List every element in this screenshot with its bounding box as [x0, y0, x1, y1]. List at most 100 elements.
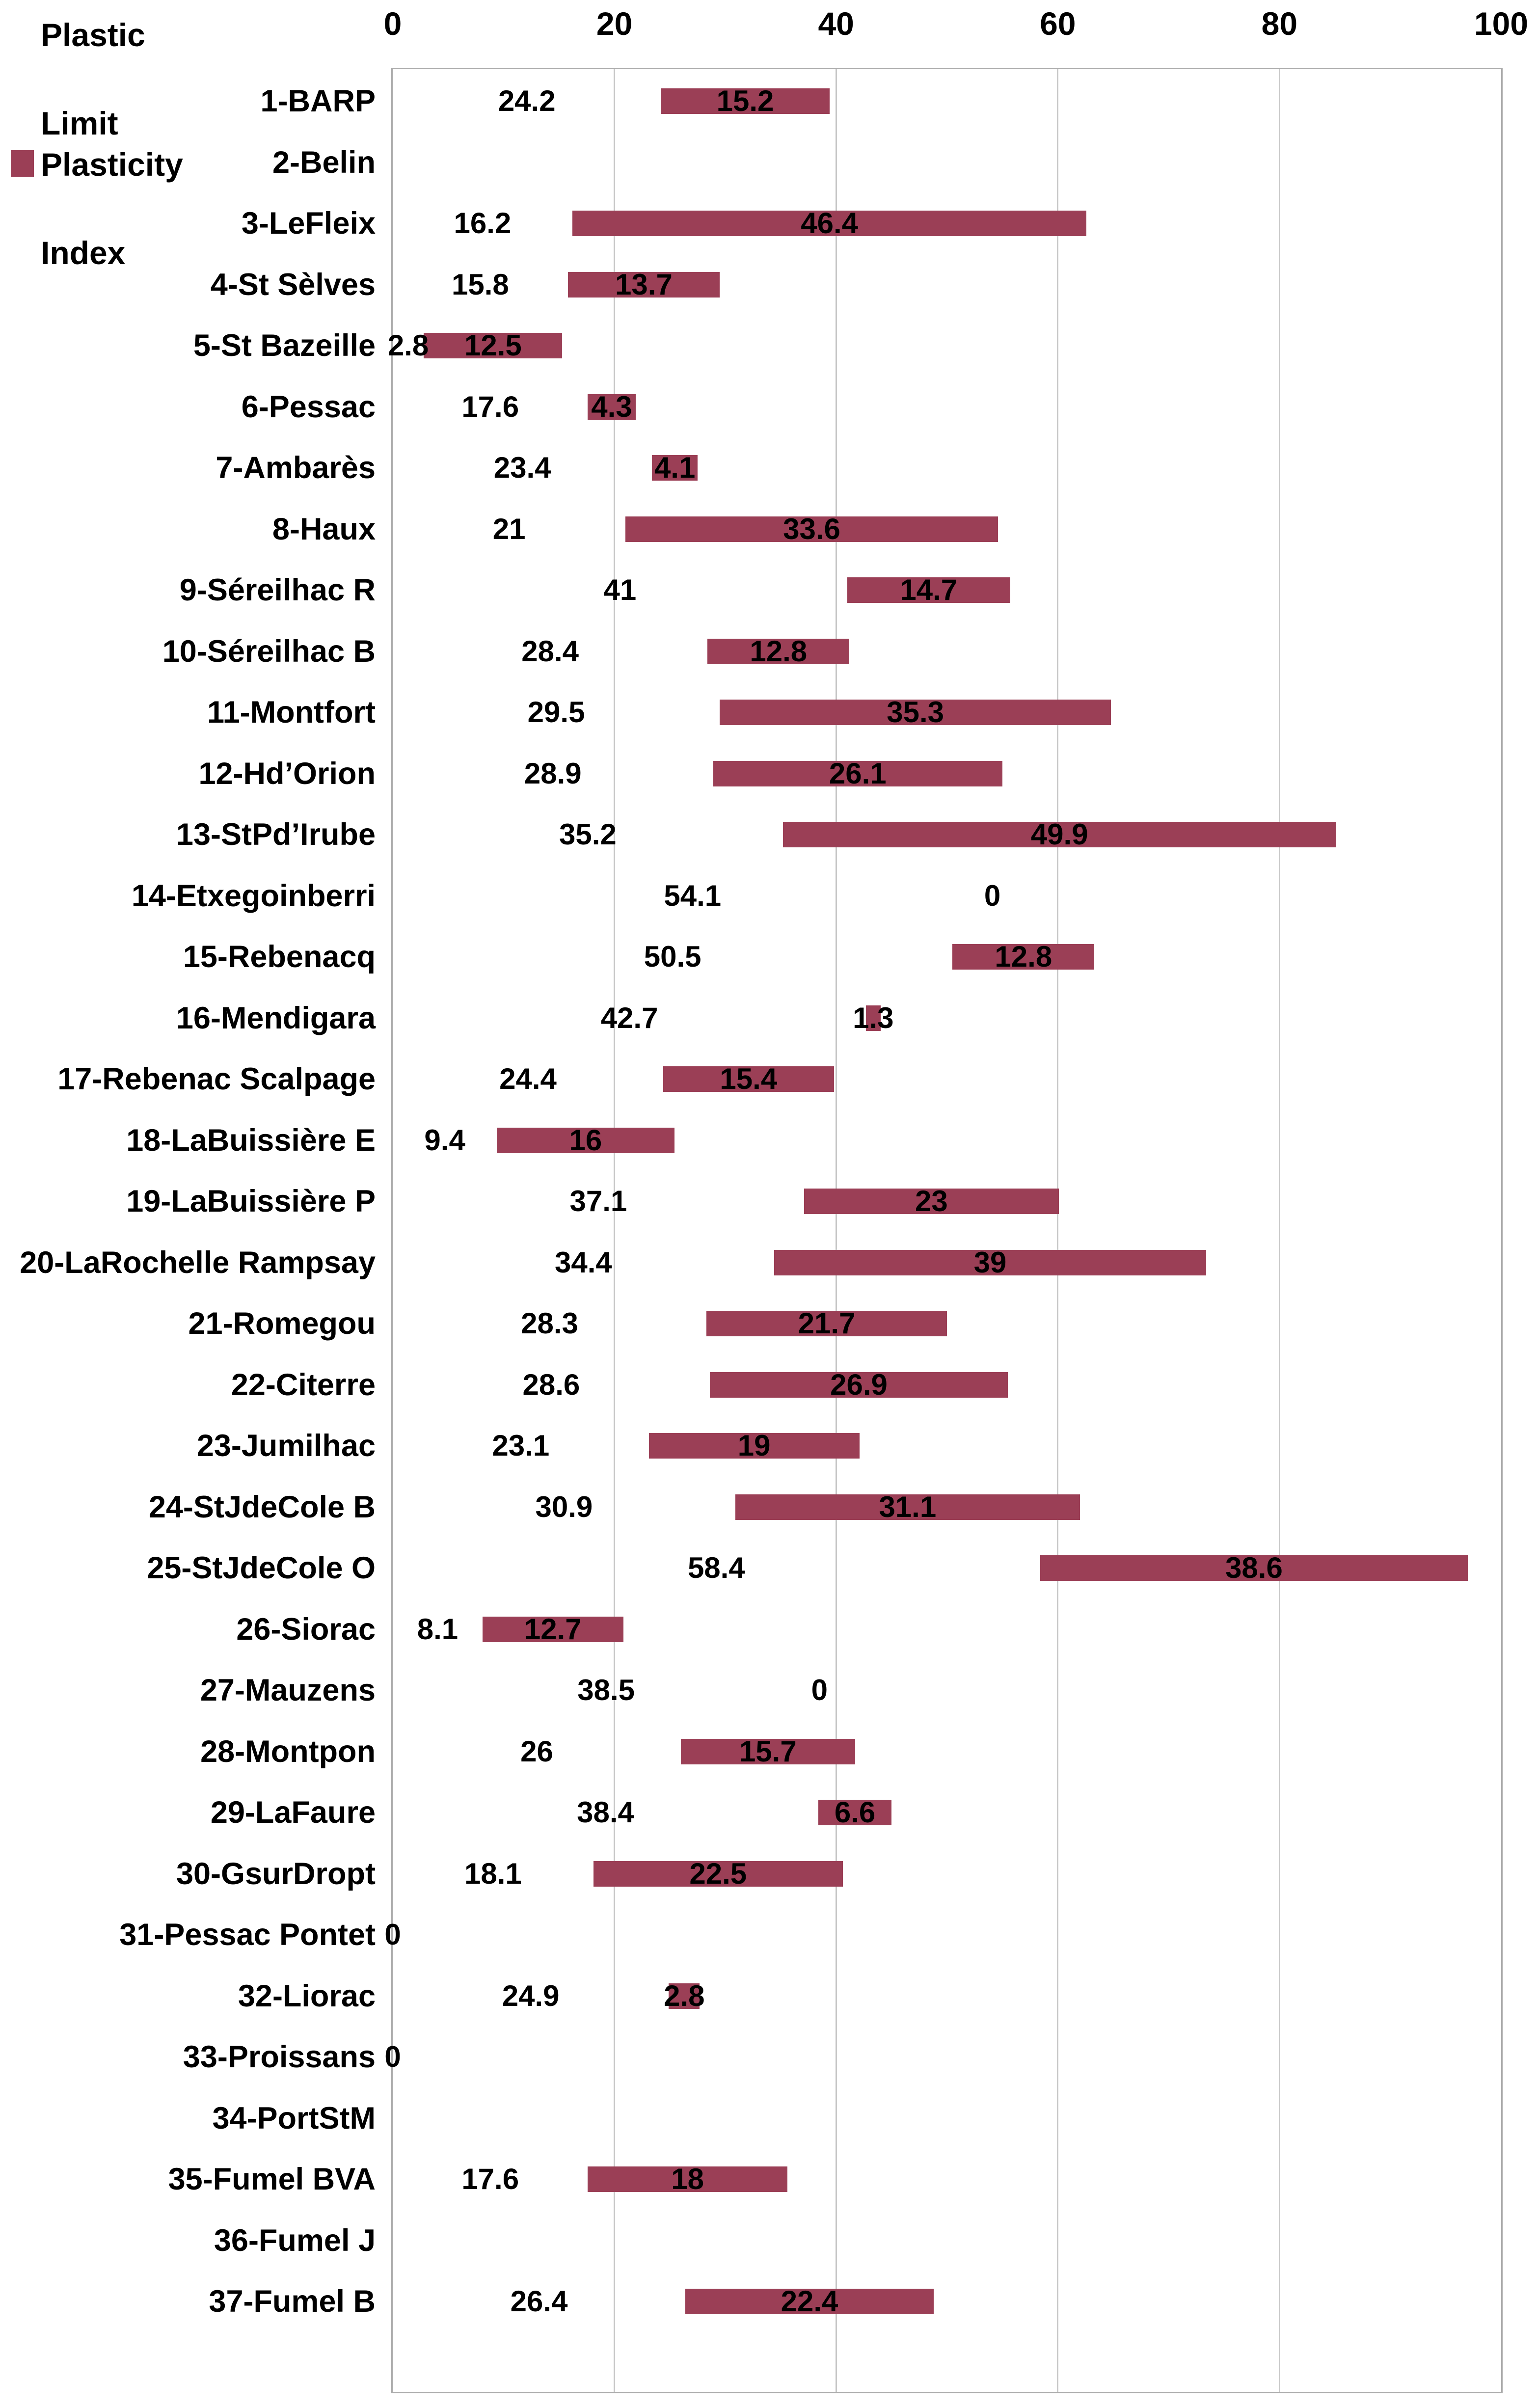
category-label: 6-Pessac [241, 389, 376, 424]
plasticity-index-bar [720, 700, 1111, 726]
plastic-limit-value-label: 16.2 [454, 207, 512, 240]
plasticity-index-value-label: 18 [671, 2163, 704, 2196]
x-tick-label-0: 0 [383, 5, 402, 42]
plasticity-index-value-label: 13.7 [615, 268, 673, 301]
plasticity-index-bar [652, 455, 698, 481]
category-label: 15-Rebenacq [183, 940, 376, 974]
plasticity-index-bar [482, 1616, 623, 1642]
category-label: 23-Jumilhac [196, 1429, 376, 1463]
plastic-limit-value-label: 23.1 [492, 1429, 550, 1462]
plastic-limit-value-label: 54.1 [664, 879, 722, 912]
plastic-limit-value-label: 18.1 [464, 1857, 522, 1890]
plasticity-index-value-label: 16 [569, 1123, 602, 1157]
plasticity-index-bar [735, 1494, 1080, 1520]
plastic-limit-value-label: 23.4 [493, 451, 551, 485]
plastic-limit-value-label: 34.4 [554, 1245, 612, 1279]
category-label: 31-Pessac Pontet [119, 1918, 376, 1952]
plasticity-index-swatch [11, 150, 34, 177]
plasticity-index-value-label: 26.9 [830, 1368, 888, 1401]
plasticity-index-bar [782, 822, 1336, 848]
plasticity-index-bar [685, 2289, 934, 2315]
plasticity-index-bar [593, 1861, 843, 1887]
plasticity-index-bar [567, 271, 720, 298]
category-label: 27-Mauzens [200, 1673, 376, 1708]
x-tick-label-20: 20 [596, 5, 633, 42]
plasticity-index-value-label: 15.4 [720, 1062, 778, 1096]
plastic-limit-value-label: 37.1 [569, 1185, 627, 1218]
category-label: 18-LaBuissière E [126, 1123, 376, 1158]
category-label: 22-Citerre [231, 1367, 376, 1402]
plastic-limit-value-label: 17.6 [461, 390, 519, 423]
category-label: 14-Etxegoinberri [131, 878, 376, 913]
plastic-limit-value-label: 17.6 [461, 2163, 519, 2196]
category-label: 34-PortStM [212, 2101, 376, 2136]
plastic-limit-value-label: 58.4 [687, 1551, 745, 1585]
plastic-limit-value-label: 30.9 [535, 1490, 593, 1523]
plastic-limit-value-label: 50.5 [644, 940, 701, 974]
plasticity-index-bar [625, 516, 998, 542]
category-label: 11-Montfort [207, 695, 376, 730]
category-label: 2-Belin [272, 145, 376, 180]
plasticity-index-value-label: 12.8 [995, 940, 1052, 974]
plasticity-index-value-label: 15.7 [739, 1734, 797, 1768]
category-label: 13-StPd’Irube [176, 817, 376, 852]
category-label: 1-BARP [260, 84, 376, 119]
plastic-limit-value-label: 42.7 [600, 1001, 658, 1034]
plastic-limit-value-label: 24.2 [498, 84, 556, 118]
category-label: 30-GsurDropt [176, 1856, 376, 1891]
plasticity-index-bar [709, 1372, 1008, 1398]
category-label: 35-Fumel BVA [168, 2162, 376, 2197]
category-label: 28-Montpon [200, 1734, 376, 1769]
plasticity-index-value-label: 0 [811, 1674, 828, 1707]
plasticity-index-bar [952, 944, 1095, 970]
plasticity-index-bar [661, 88, 830, 114]
plasticity-index-value-label: 26.1 [829, 757, 887, 790]
category-label: 25-StJdeCole O [147, 1551, 376, 1586]
plasticity-index-bar [1040, 1555, 1468, 1581]
plasticity-index-value-label: 14.7 [900, 573, 958, 607]
plasticity-index-bar [713, 760, 1002, 786]
plastic-limit-value-label: 29.5 [527, 696, 585, 729]
category-label: 8-Haux [272, 512, 376, 546]
category-label: 9-Séreilhac R [179, 573, 376, 608]
plastic-limit-value-label: 41 [603, 573, 637, 607]
gridline-40 [835, 69, 837, 2392]
plastic-limit-value-label: 26 [520, 1734, 553, 1768]
x-tick-label-60: 60 [1040, 5, 1076, 42]
plasticity-index-value-label: 21.7 [798, 1307, 856, 1340]
plasticity-index-value-label: 15.2 [716, 84, 774, 118]
plot-area [391, 68, 1503, 2393]
plastic-limit-value-label: 0 [384, 1918, 401, 1951]
category-label: 7-Ambarès [216, 451, 376, 486]
category-label: 4-St Sèlves [210, 267, 376, 302]
gridline-20 [614, 69, 616, 2392]
plasticity-index-bar [588, 2166, 787, 2192]
category-label: 10-Séreilhac B [162, 634, 376, 669]
legend-label-plastic-limit: Plastic Limit [41, 17, 145, 141]
plasticity-index-bar [572, 211, 1087, 237]
plasticity-index-bar [804, 1189, 1059, 1215]
plasticity-index-bar [588, 394, 636, 420]
plasticity-index-bar [648, 1433, 860, 1459]
plasticity-index-bar [706, 1311, 947, 1337]
category-label: 36-Fumel J [214, 2223, 376, 2258]
plasticity-index-value-label: 4.1 [654, 451, 696, 485]
plasticity-index-value-label: 6.6 [834, 1796, 876, 1829]
plasticity-index-bar [847, 577, 1010, 603]
plasticity-index-value-label: 22.4 [781, 2285, 838, 2318]
plastic-limit-value-label: 38.4 [577, 1796, 634, 1829]
category-label: 12-Hd’Orion [198, 756, 376, 791]
plastic-limit-value-label: 28.9 [524, 757, 582, 790]
plasticity-index-value-label: 12.8 [750, 634, 808, 668]
plasticity-index-bar [424, 333, 563, 359]
plastic-limit-value-label: 28.4 [521, 634, 579, 668]
plasticity-index-value-label: 35.3 [887, 696, 944, 729]
category-label: 19-LaBuissière P [126, 1184, 376, 1219]
plasticity-index-bar [681, 1738, 855, 1764]
x-tick-label-40: 40 [818, 5, 854, 42]
category-label: 29-LaFaure [210, 1795, 376, 1830]
plastic-limit-value-label: 2.8 [387, 329, 429, 362]
plasticity-index-bar [866, 1005, 881, 1031]
plastic-limit-value-label: 24.4 [499, 1062, 557, 1096]
plastic-limit-value-label: 26.4 [510, 2285, 568, 2318]
